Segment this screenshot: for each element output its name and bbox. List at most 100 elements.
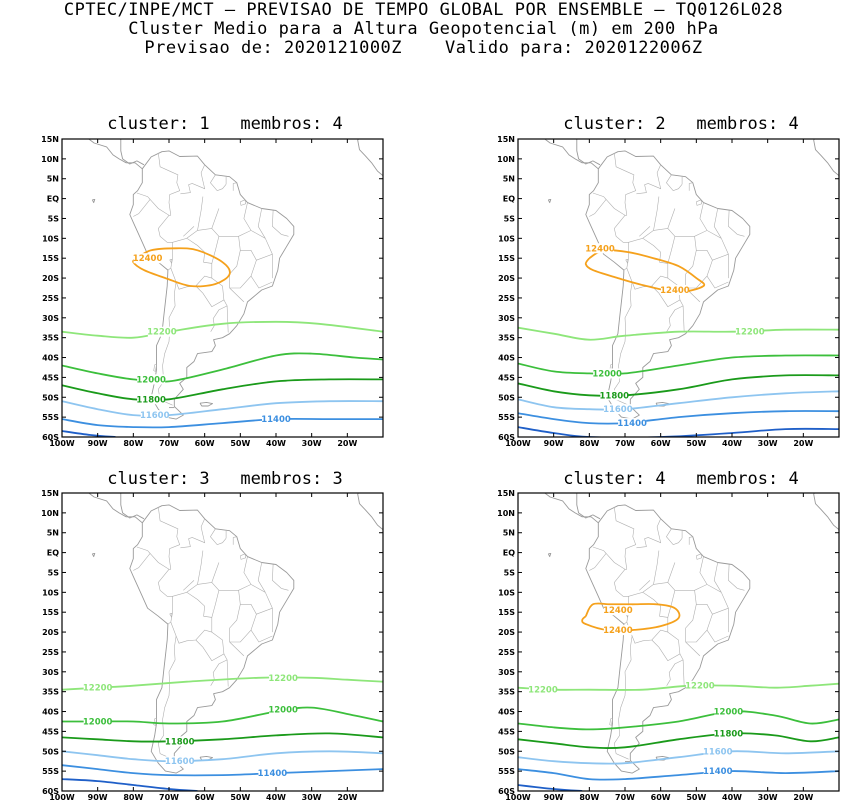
- lon-label: 50W: [230, 439, 250, 448]
- map-content: 12400 12400 12200 12200 12000 11800 11600 11400: [518, 493, 839, 791]
- contour-11200: [62, 778, 198, 791]
- lon-label: 20W: [793, 439, 813, 448]
- lat-label: 30S: [498, 314, 515, 323]
- lat-label: 5N: [503, 529, 515, 538]
- contour-label-bg: [133, 253, 162, 264]
- lat-label: 40S: [42, 708, 59, 717]
- coastline: [813, 139, 839, 177]
- contour-label-bg: [258, 768, 287, 779]
- lat-label: 55S: [42, 413, 59, 422]
- lat-label: 60S: [42, 787, 59, 796]
- lat-label: 5N: [47, 175, 59, 184]
- contour-12000: [62, 352, 383, 383]
- contour-label: 12400: [660, 286, 690, 296]
- panel-3-title: cluster: 3 membros: 3: [107, 469, 343, 489]
- lat-label: 15S: [42, 254, 59, 263]
- country-border: [229, 236, 241, 288]
- lat-label: 50S: [498, 393, 515, 402]
- contour-label: 12000: [83, 717, 113, 727]
- country-border: [666, 653, 684, 686]
- lat-label: 10N: [41, 155, 59, 164]
- country-border: [158, 152, 181, 216]
- lon-label: 30W: [302, 793, 322, 802]
- contour-label: 11600: [703, 747, 733, 757]
- country-border: [699, 202, 708, 231]
- contour-11800: [62, 378, 383, 402]
- country-border: [651, 277, 681, 308]
- country-border: [626, 591, 669, 644]
- lat-label: 60S: [498, 787, 515, 796]
- country-border: [250, 275, 273, 289]
- lon-label: 70W: [159, 793, 179, 802]
- country-border: [226, 659, 229, 687]
- country-border: [625, 259, 629, 264]
- coastline: [129, 504, 295, 774]
- contour-12000: [518, 710, 839, 731]
- contour-11800: [518, 732, 839, 749]
- contour-12000: [518, 354, 839, 376]
- lat-label: 25S: [498, 648, 515, 657]
- lon-label: 100W: [49, 793, 75, 802]
- lat-label: 60S: [42, 433, 59, 442]
- lat-label: 10S: [42, 588, 59, 597]
- country-border: [149, 553, 173, 625]
- contour-label: 11800: [165, 737, 195, 747]
- country-border: [211, 236, 220, 264]
- lon-label: 70W: [615, 439, 635, 448]
- contour-label: 11600: [140, 411, 170, 421]
- lat-label: 45S: [42, 373, 59, 382]
- lon-label: 100W: [505, 439, 531, 448]
- country-border: [133, 192, 151, 217]
- country-border: [685, 641, 701, 657]
- country-border: [613, 281, 633, 406]
- coastline: [199, 755, 213, 761]
- contour-label-bg: [660, 284, 689, 295]
- country-border: [243, 556, 252, 585]
- country-border: [737, 234, 745, 237]
- lon-label: 80W: [579, 439, 599, 448]
- contour-label: 12200: [83, 684, 113, 694]
- country-border: [133, 546, 151, 571]
- coastline: [119, 493, 145, 520]
- contour-label-bg: [137, 394, 166, 405]
- lat-label: EQ: [503, 549, 515, 558]
- country-border: [626, 237, 669, 290]
- contour-11200: [518, 426, 839, 437]
- contour-12200: [518, 682, 839, 691]
- map-content: 12400 12400 12200 12000 11800 11600 11400: [518, 139, 839, 437]
- country-border: [737, 588, 745, 591]
- lat-label: 50S: [42, 393, 59, 402]
- country-border: [609, 718, 613, 726]
- country-border: [666, 299, 684, 332]
- country-border: [713, 208, 722, 239]
- country-border: [685, 604, 713, 643]
- country-border: [229, 250, 257, 289]
- coastline: [119, 139, 145, 166]
- coastline: [585, 150, 751, 420]
- country-border: [666, 528, 683, 546]
- panel-4-title: cluster: 4 membros: 4: [563, 469, 799, 489]
- panel-2-title: cluster: 2 membros: 4: [563, 114, 799, 134]
- map-frame: [61, 492, 384, 792]
- country-border: [706, 275, 729, 289]
- coastline: [199, 401, 213, 407]
- country-border: [667, 208, 676, 229]
- lat-label: 10N: [41, 509, 59, 518]
- contour-label-bg: [618, 418, 647, 429]
- contour-label: 11800: [600, 391, 630, 401]
- country-border: [696, 199, 703, 206]
- contour-label-bg: [262, 414, 290, 425]
- lon-label: 80W: [123, 793, 143, 802]
- contour-label-bg: [137, 374, 166, 385]
- lon-label: 70W: [615, 793, 635, 802]
- map-content: 12200 12200 12000 12000 11800 11600 11400: [62, 493, 383, 791]
- contour-label-bg: [603, 404, 632, 415]
- lat-label: 45S: [42, 727, 59, 736]
- lon-label: 100W: [505, 793, 531, 802]
- country-border: [685, 590, 697, 642]
- lon-label: 100W: [49, 439, 75, 448]
- contour-label-bg: [703, 766, 732, 777]
- country-border: [688, 182, 693, 191]
- contour-label-bg: [703, 746, 732, 757]
- country-border: [639, 580, 651, 591]
